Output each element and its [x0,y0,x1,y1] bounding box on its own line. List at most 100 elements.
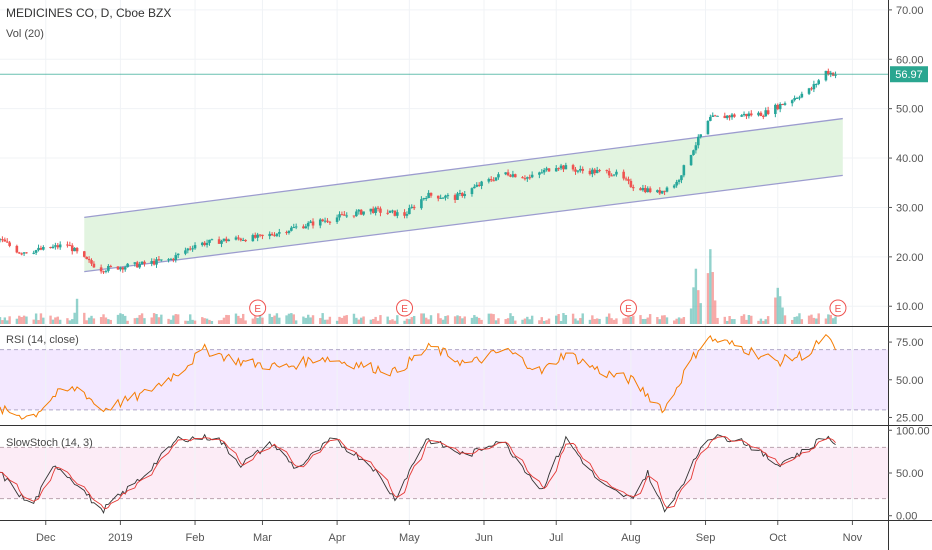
volume-bar [576,320,580,324]
candle-body [311,221,315,226]
volume-bar [692,287,695,324]
stoch-axis: 100.00 50.00 0.00 [888,425,930,523]
candle-body [542,169,546,173]
candle-body [790,100,794,104]
candle-body [562,165,565,170]
volume-bar [160,314,163,324]
candle-body [244,239,247,242]
price-axis-label: 30.00 [896,202,924,214]
candle-body [475,184,479,187]
volume-bar [723,316,726,324]
candle-body [470,188,474,195]
price-axis-label: 70.00 [896,5,924,17]
candle-body [85,256,88,259]
volume-bar [656,317,659,324]
candle-body [1,239,4,241]
volume-bar [783,315,787,324]
volume-bar [140,313,144,324]
volume-bar [126,320,129,324]
stoch-band [0,447,888,499]
candle-body [492,180,495,182]
candle-body [58,244,62,248]
candle-body [456,193,459,200]
volume-bar [774,297,777,324]
candle-body [140,261,144,265]
candle-body [251,235,255,242]
volume-bar [798,313,801,324]
candle-body [793,98,796,101]
volume-bar [311,315,315,324]
candle-body [646,188,650,193]
candle-body [306,222,310,227]
volume-bar [680,318,683,324]
volume-bar [487,313,491,324]
earnings-marker-label: E [401,304,408,315]
candle-body [25,252,28,254]
volume-bar [644,318,647,324]
candle-body [576,170,580,172]
volume-bar [388,320,392,324]
time-axis[interactable]: Dec 2019 Feb Mar Apr May Jun Jul Aug Sep Oct Nov [36,521,863,544]
candle-body [644,187,647,193]
volume-bar [540,317,543,324]
candle-body [612,174,616,176]
candle-body [631,187,635,189]
volume-bar [538,320,541,324]
volume-bar [405,318,409,324]
candle-body [410,206,414,208]
candle-body [564,165,568,170]
candle-body [605,170,609,172]
volume-bar [747,315,751,324]
candle-body [742,113,746,116]
candle-body [376,207,380,209]
rsi-band [0,349,888,410]
candle-body [408,207,411,215]
volume-bar [750,315,753,324]
price-axis[interactable]: 70.00 60.00 50.00 40.00 30.00 20.00 10.00 [888,5,924,313]
channel-upper-line[interactable] [84,117,843,218]
candle-body [359,209,363,215]
candle-body [328,221,332,223]
candle-body [461,193,464,196]
volume-bar [559,320,563,324]
candle-body [379,208,382,213]
volume-bar [713,300,717,324]
volume-bar [87,317,91,324]
volume-bar [422,313,425,324]
candle-body [812,84,816,90]
candle-body [713,115,717,117]
channel-lower-line[interactable] [84,174,843,273]
volume-bar [598,318,601,324]
volume-bar [359,317,363,324]
candle-body [591,169,594,175]
volume-bar [338,316,341,324]
volume-bar [673,320,676,324]
candle-body [665,187,669,192]
candle-body [109,265,113,267]
volume-bar [473,315,476,324]
candle-body [610,175,613,177]
volume-bar [58,319,62,324]
earnings-marker [396,299,414,317]
volume-bar [429,315,433,324]
volume-bar [244,320,247,324]
volume-bar [463,316,466,324]
volume-bar [109,319,112,324]
candle-body [15,245,19,253]
price-axis-label: 40.00 [896,153,924,165]
candle-body [169,258,173,260]
volume-bar [258,313,262,324]
candle-body [800,93,804,98]
stoch-label: SlowStoch (14, 3) [6,437,93,449]
candle-body [776,104,780,110]
gridlines [0,0,888,520]
last-price-value: 56.97 [895,69,923,81]
volume-bar [403,320,406,324]
candle-body [412,206,416,209]
candle-body [446,195,450,197]
candle-body [32,252,36,254]
candle-body [521,177,524,179]
candle-body [487,179,491,182]
candle-body [778,104,782,110]
